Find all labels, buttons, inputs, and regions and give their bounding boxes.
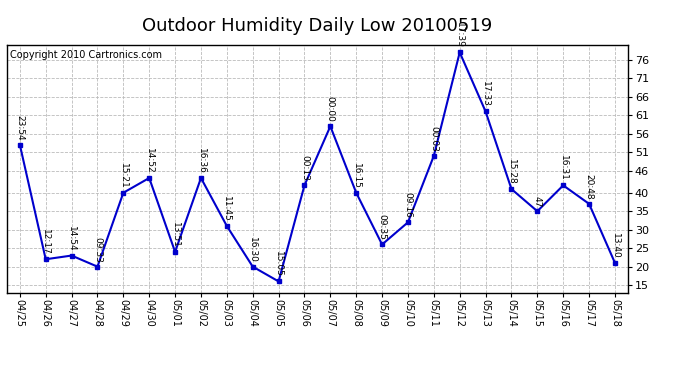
Text: 00:03: 00:03	[429, 126, 438, 152]
Text: 15:05: 15:05	[274, 251, 283, 277]
Text: 15:21: 15:21	[119, 163, 128, 189]
Text: Copyright 2010 Cartronics.com: Copyright 2010 Cartronics.com	[10, 50, 162, 60]
Text: 16:15: 16:15	[352, 163, 361, 189]
Text: 16:31: 16:31	[559, 155, 568, 181]
Text: 23:54: 23:54	[15, 115, 24, 141]
Text: 17:33: 17:33	[481, 81, 490, 107]
Text: 17:39: 17:39	[455, 22, 464, 48]
Text: 16:36: 16:36	[197, 148, 206, 174]
Text: 12:17: 12:17	[41, 230, 50, 255]
Text: 00:00: 00:00	[326, 96, 335, 122]
Text: 09:33: 09:33	[93, 237, 102, 262]
Text: 00:13: 00:13	[300, 155, 309, 181]
Text: 11:45: 11:45	[222, 196, 231, 222]
Text: 14:54: 14:54	[67, 226, 76, 251]
Text: 13:40: 13:40	[611, 233, 620, 259]
Text: 14:52: 14:52	[145, 148, 154, 174]
Text: 15:28: 15:28	[507, 159, 516, 185]
Text: 13:51: 13:51	[170, 222, 179, 248]
Text: 20:48: 20:48	[584, 174, 593, 200]
Text: Outdoor Humidity Daily Low 20100519: Outdoor Humidity Daily Low 20100519	[142, 17, 493, 35]
Text: 09:16: 09:16	[404, 192, 413, 218]
Text: 09:35: 09:35	[377, 214, 386, 240]
Text: 47: 47	[533, 196, 542, 207]
Text: 16:30: 16:30	[248, 237, 257, 262]
